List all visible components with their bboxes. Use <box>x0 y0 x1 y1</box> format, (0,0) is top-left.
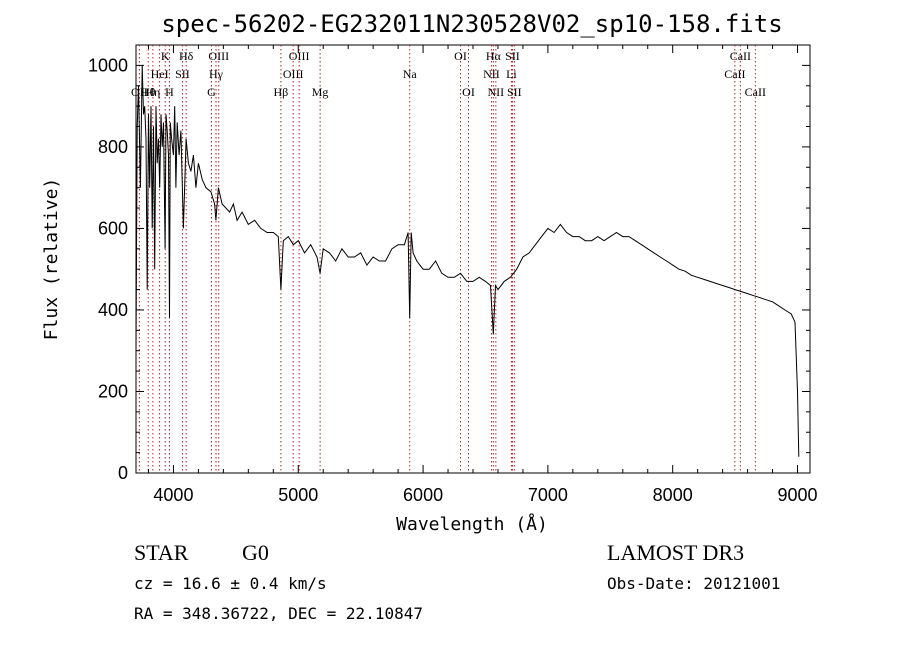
spectral-line-label: HeI <box>151 67 169 81</box>
spectral-line-label: NII <box>483 67 500 81</box>
x-tick-label: 9000 <box>777 485 817 505</box>
spectral-line-label: Hη <box>145 85 160 99</box>
spectral-line-label: NII <box>488 85 505 99</box>
spectral-line-label: OI <box>454 49 467 63</box>
observation-date: Obs-Date: 20121001 <box>607 574 780 593</box>
spectral-line-label: OIII <box>289 49 310 63</box>
y-tick-label: 800 <box>98 137 128 157</box>
x-axis-label: Wavelength (Å) <box>396 513 548 535</box>
y-tick-label: 400 <box>98 300 128 320</box>
redshift-cz: cz = 16.6 ± 0.4 km/s <box>134 574 327 593</box>
spectral-line-label: Li <box>506 67 517 81</box>
y-axis-label: Flux (relative) <box>41 178 62 341</box>
spectral-line-label: CaII <box>745 85 766 99</box>
x-tick-label: 5000 <box>278 485 318 505</box>
spectral-line-label: Hθ <box>141 85 156 99</box>
plot-frame <box>135 44 811 474</box>
spectral-line-label: Hα <box>486 49 502 63</box>
x-tick-label: 7000 <box>528 485 568 505</box>
x-tick-label: 4000 <box>153 485 193 505</box>
spectral-subclass: G0 <box>242 540 269 565</box>
spectral-line-label: Hδ <box>179 49 194 63</box>
spectral-line-label: K <box>161 49 170 63</box>
spectral-line-label: OII <box>131 85 148 99</box>
y-tick-label: 0 <box>118 463 128 483</box>
survey-name: LAMOST DR3 <box>607 540 744 565</box>
spectral-line-label: OIII <box>283 67 304 81</box>
spectral-line-label: G <box>207 85 216 99</box>
coordinates: RA = 348.36722, DEC = 22.10847 <box>134 604 423 623</box>
spectral-line-label: Na <box>403 67 418 81</box>
y-tick-label: 1000 <box>88 55 128 75</box>
spectral-line-label: OI <box>462 85 475 99</box>
object-type: STAR <box>134 540 189 565</box>
spectral-line-label: CaII <box>724 67 745 81</box>
spectral-line-label: SII <box>507 85 522 99</box>
y-tick-label: 200 <box>98 381 128 401</box>
spectral-line-label: Mg <box>312 85 329 99</box>
spectrum-series-line <box>135 65 800 457</box>
spectral-line-markers <box>138 45 756 473</box>
y-tick-label: 600 <box>98 218 128 238</box>
spectral-line-label: Hγ <box>209 67 224 81</box>
spectral-line-label: H <box>165 85 174 99</box>
spectral-line-label: SII <box>505 49 520 63</box>
spectral-line-label: SII <box>175 67 190 81</box>
spectral-line-label: CaII <box>730 49 751 63</box>
y-axis-ticks: 0 200 400 600 800 1000 <box>88 55 810 483</box>
spectral-line-label: OIII <box>208 49 229 63</box>
x-tick-label: 8000 <box>653 485 693 505</box>
x-tick-label: 6000 <box>403 485 443 505</box>
spectral-line-label: Hβ <box>274 85 289 99</box>
chart-title: spec-56202-EG232011N230528V02_sp10-158.f… <box>161 10 782 38</box>
x-axis-ticks: 4000 5000 6000 7000 8000 9000 <box>147 45 818 505</box>
